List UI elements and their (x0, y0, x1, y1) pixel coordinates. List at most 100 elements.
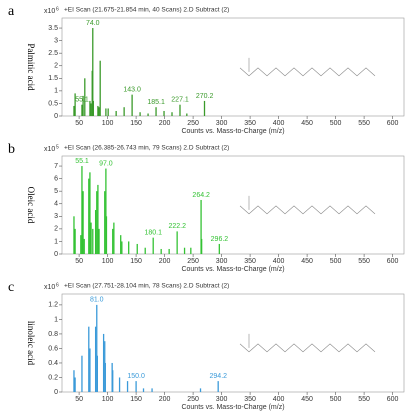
x-tick-label: 500 (330, 396, 342, 403)
y-tick-label: 1.2 (48, 302, 58, 309)
peak-label: 294.2 (210, 373, 228, 380)
scan-header: +EI Scan (26.385-26.743 min, 79 Scans) 2… (64, 145, 229, 152)
y-tick-label: 1 (54, 316, 58, 323)
x-tick-label: 550 (358, 396, 370, 403)
y-tick-label: 0 (54, 251, 58, 258)
molecule-structure (239, 205, 376, 215)
peak-label: 74.0 (86, 20, 100, 27)
y-multiplier: x10 (44, 284, 55, 291)
y-exponent: 5 (56, 144, 59, 150)
y-axis-label: Oleic acid (26, 187, 36, 224)
y-tick-label: 0 (54, 389, 58, 396)
x-tick-label: 350 (244, 120, 256, 127)
x-tick-label: 200 (159, 258, 171, 265)
x-tick-label: 500 (330, 120, 342, 127)
x-tick-label: 100 (102, 120, 114, 127)
x-axis-label: Counts vs. Mass-to-Charge (m/z) (181, 128, 284, 135)
y-tick-label: 3 (54, 213, 58, 220)
peak-label: 55.1 (75, 97, 89, 104)
y-tick-label: 0.5 (48, 100, 58, 107)
y-tick-label: 0.8 (48, 331, 58, 338)
peak-label: 185.1 (147, 99, 165, 106)
plot-frame (61, 155, 405, 255)
x-tick-label: 600 (387, 258, 399, 265)
y-tick-label: 0.2 (48, 374, 58, 381)
peak-label: 143.0 (123, 86, 141, 93)
y-tick-label: 2 (54, 63, 58, 70)
x-tick-label: 150 (130, 396, 142, 403)
panel: a Palmitic acid x10 6 +EI Scan (21.675-21.85… (8, 4, 405, 135)
x-tick-label: 150 (130, 120, 142, 127)
x-tick-label: 100 (102, 258, 114, 265)
plot-frame (61, 17, 405, 117)
y-tick-label: 6 (54, 175, 58, 182)
y-tick-label: 1 (54, 88, 58, 95)
x-tick-label: 450 (301, 396, 313, 403)
panel-letter: a (8, 4, 15, 19)
x-tick-label: 100 (102, 396, 114, 403)
x-tick-label: 300 (216, 120, 228, 127)
x-tick-label: 600 (387, 120, 399, 127)
panel-letter: b (8, 142, 15, 157)
y-tick-label: 7 (54, 163, 58, 170)
y-exponent: 6 (56, 282, 59, 288)
y-axis-label: linoleic acid (26, 321, 36, 366)
y-multiplier: x10 (44, 146, 55, 153)
x-tick-label: 200 (159, 120, 171, 127)
peak-label: 227.1 (171, 97, 189, 104)
y-tick-label: 1.5 (48, 75, 58, 82)
peak-label: 81.0 (90, 297, 104, 304)
plot-frame (61, 293, 405, 393)
x-tick-label: 400 (273, 120, 285, 127)
x-tick-label: 250 (187, 396, 199, 403)
y-tick-label: 5 (54, 188, 58, 195)
x-tick-label: 50 (75, 396, 83, 403)
x-tick-label: 400 (273, 258, 285, 265)
peak-label: 270.2 (196, 93, 214, 100)
x-tick-label: 300 (216, 396, 228, 403)
molecule-structure (239, 343, 376, 353)
y-tick-label: 2 (54, 226, 58, 233)
y-tick-label: 0.6 (48, 345, 58, 352)
x-tick-label: 550 (358, 258, 370, 265)
y-multiplier: x10 (44, 8, 55, 15)
x-tick-label: 250 (187, 258, 199, 265)
molecule-structure (239, 67, 376, 77)
y-tick-label: 3.5 (48, 25, 58, 32)
x-tick-label: 350 (244, 258, 256, 265)
peak-label: 97.0 (99, 160, 113, 167)
peak-label: 180.1 (144, 230, 162, 237)
x-tick-label: 350 (244, 396, 256, 403)
x-tick-label: 300 (216, 258, 228, 265)
scan-header: +EI Scan (27.751-28.104 min, 78 Scans) 2… (64, 283, 229, 290)
y-exponent: 6 (56, 6, 59, 12)
x-tick-label: 200 (159, 396, 171, 403)
peak-label: 296.2 (211, 236, 229, 243)
x-tick-label: 500 (330, 258, 342, 265)
y-axis-label: Palmitic acid (26, 43, 36, 91)
x-tick-label: 250 (187, 120, 199, 127)
x-tick-label: 450 (301, 258, 313, 265)
peak-label: 264.2 (192, 192, 210, 199)
y-tick-label: 2.5 (48, 50, 58, 57)
peak-label: 150.0 (127, 373, 145, 380)
x-tick-label: 50 (75, 258, 83, 265)
y-tick-label: 0 (54, 113, 58, 120)
peak-label: 222.2 (168, 223, 186, 230)
x-tick-label: 400 (273, 396, 285, 403)
x-tick-label: 150 (130, 258, 142, 265)
peak-label: 55.1 (75, 158, 89, 165)
x-tick-label: 450 (301, 120, 313, 127)
scan-header: +EI Scan (21.675-21.854 min, 40 Scans) 2… (64, 7, 229, 14)
x-tick-label: 550 (358, 120, 370, 127)
panel-letter: c (8, 280, 14, 295)
y-tick-label: 3 (54, 37, 58, 44)
panel: c linoleic acid x10 6 +EI Scan (27.751-28.10… (8, 280, 405, 411)
x-axis-label: Counts vs. Mass-to-Charge (m/z) (181, 266, 284, 273)
y-tick-label: 1 (54, 238, 58, 245)
x-axis-label: Counts vs. Mass-to-Charge (m/z) (181, 404, 284, 411)
x-tick-label: 50 (75, 120, 83, 127)
y-tick-label: 0.4 (48, 360, 58, 367)
